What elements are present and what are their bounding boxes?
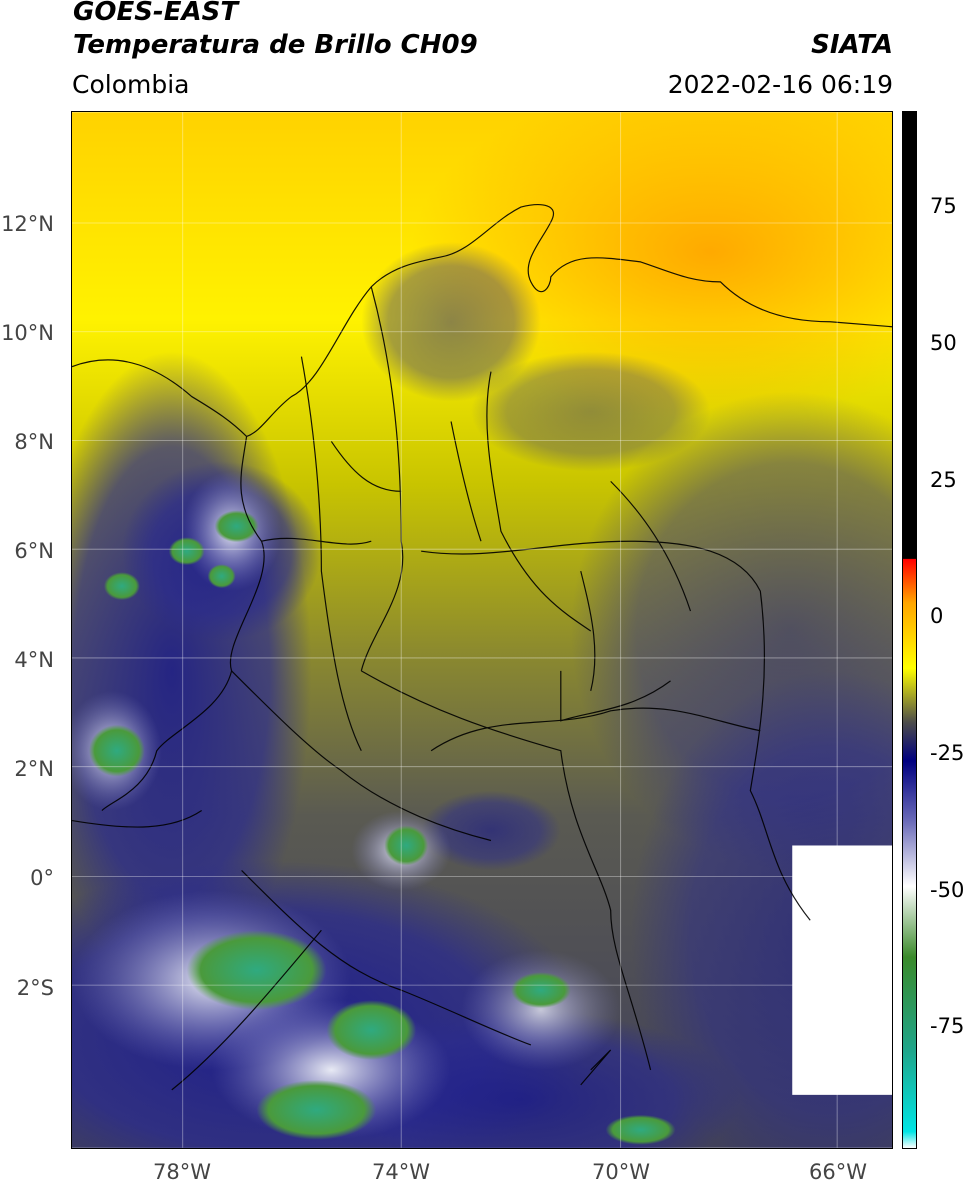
lon-label-66w: 66°W <box>809 1160 867 1184</box>
satellite-title: GOES-EAST <box>73 0 239 27</box>
lat-label-8n: 8°N <box>14 430 54 454</box>
lat-label-2s: 2°S <box>16 976 54 1000</box>
colorbar-tick-minus-25: -25 <box>930 741 965 765</box>
lat-label-6n: 6°N <box>14 539 54 563</box>
lon-label-78w: 78°W <box>153 1160 211 1184</box>
colorbar-tick-25: 25 <box>930 468 957 492</box>
lon-label-74w: 74°W <box>372 1160 430 1184</box>
colorbar-tick-50: 50 <box>930 331 957 355</box>
colorbar-tick-minus-50: -50 <box>930 878 965 902</box>
region-label: Colombia <box>72 70 190 99</box>
colorbar-tick-minus-75: -75 <box>930 1014 965 1038</box>
product-title: Temperatura de Brillo CH09 <box>73 30 478 60</box>
lat-label-0: 0° <box>30 866 54 890</box>
colorbar-tick-75: 75 <box>930 194 957 218</box>
timestamp-label: 2022-02-16 06:19 <box>667 70 893 99</box>
lat-label-10n: 10°N <box>1 321 54 345</box>
colorbar-tick-0: 0 <box>930 604 944 628</box>
lat-label-12n: 12°N <box>1 212 54 236</box>
agency-label: SIATA <box>811 30 893 60</box>
colorbar <box>902 111 917 1149</box>
lon-label-70w: 70°W <box>592 1160 650 1184</box>
lat-label-2n: 2°N <box>14 757 54 781</box>
satellite-map <box>71 111 893 1149</box>
lat-label-4n: 4°N <box>14 648 54 672</box>
